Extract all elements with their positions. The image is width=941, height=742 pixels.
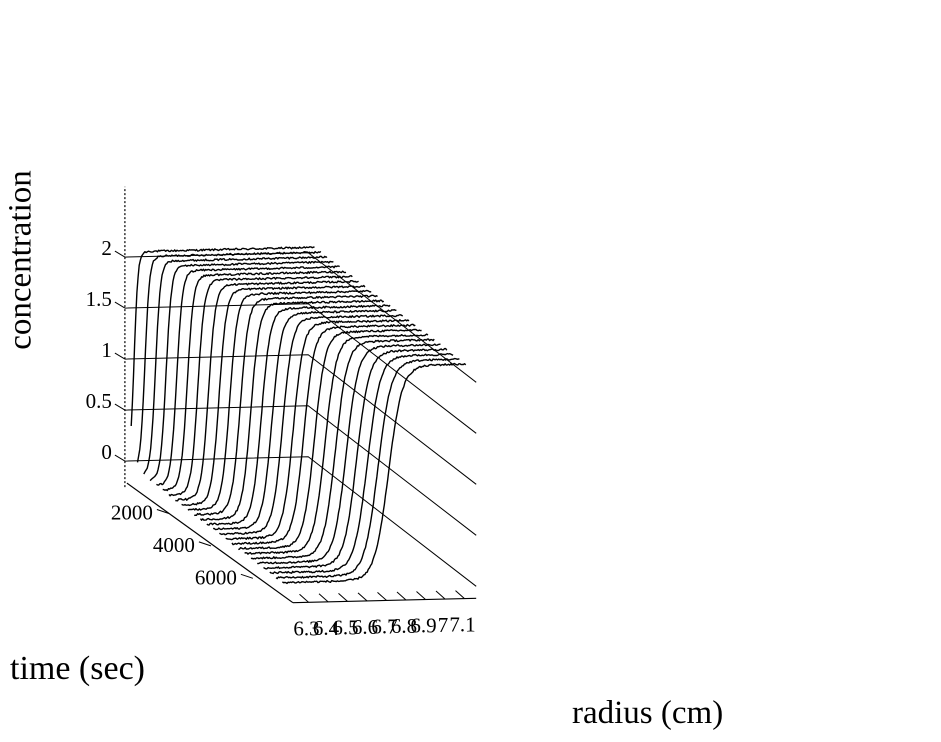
series-line-20 <box>257 343 441 565</box>
y-tick-label: 0.5 <box>86 389 112 413</box>
x-tick-label: 6.5 <box>332 615 358 639</box>
series-line-17 <box>238 328 422 551</box>
y-tick-mark <box>114 250 126 258</box>
x-tick-label: 6.7 <box>371 614 397 638</box>
grid-line-c-1 <box>124 354 477 485</box>
series-line-5 <box>162 270 347 492</box>
time-tick-mark <box>240 573 254 579</box>
time-tick-mark <box>198 541 212 547</box>
series-line-23 <box>275 357 460 580</box>
time-axis-label: time (sec) <box>10 650 145 687</box>
series-line-8 <box>181 284 366 507</box>
series-line-6 <box>168 275 353 497</box>
time-tick-label: 4000 <box>153 533 195 557</box>
x-tick-label: 6.8 <box>391 614 417 638</box>
time-tick-label: 6000 <box>195 565 237 589</box>
radius-axis-line <box>292 597 477 604</box>
x-tick-label: 7 <box>438 613 449 637</box>
series-line-2 <box>143 255 328 475</box>
x-tick-mark <box>416 591 426 600</box>
x-tick-mark <box>338 593 348 602</box>
x-tick-label: 6.4 <box>313 616 340 640</box>
series-line-19 <box>250 338 435 560</box>
time-tick-mark <box>156 509 170 514</box>
y-tick-mark <box>114 301 126 309</box>
y-tick-label: 1 <box>101 338 112 362</box>
series-line-24 <box>281 362 467 585</box>
x-tick-mark <box>357 592 368 602</box>
series-line-7 <box>175 280 359 502</box>
y-tick-label: 0 <box>101 440 112 464</box>
y-tick-label: 1.5 <box>86 287 112 311</box>
series-line-13 <box>213 309 397 531</box>
series-line-16 <box>231 323 416 546</box>
y-axis-label: concentration <box>2 170 39 350</box>
x-tick-mark <box>455 590 465 599</box>
series-line-10 <box>194 294 378 517</box>
axes-layer <box>124 186 477 604</box>
x-tick-mark <box>435 590 446 600</box>
series-line-4 <box>156 265 340 486</box>
series-line-22 <box>269 352 454 575</box>
series-line-14 <box>219 314 404 536</box>
x-tick-label: 6.6 <box>352 615 378 639</box>
series-line-12 <box>206 304 391 526</box>
series-layer <box>130 246 467 585</box>
x-tick-label: 6.3 <box>293 616 319 640</box>
y-tick-mark <box>114 352 126 360</box>
series-line-9 <box>187 289 372 511</box>
series-line-1 <box>136 250 322 463</box>
series-line-11 <box>199 299 385 521</box>
series-line-21 <box>263 347 448 570</box>
x-tick-mark <box>396 591 407 601</box>
grid-line-c-0 <box>124 456 477 587</box>
x-tick-label: 6.9 <box>410 614 436 638</box>
y-tick-label: 2 <box>101 236 112 260</box>
time-tick-label: 2000 <box>111 501 153 525</box>
x-tick-mark <box>318 593 329 603</box>
series-line-15 <box>225 319 410 541</box>
y-tick-mark <box>114 454 126 462</box>
y-tick-mark <box>114 403 126 411</box>
series-line-18 <box>244 333 429 555</box>
series-line-3 <box>149 260 334 482</box>
x-tick-mark <box>377 592 387 601</box>
x-axis-label: radius (cm) <box>572 695 724 731</box>
series-line-0 <box>130 246 315 427</box>
time-axis-line <box>126 482 294 604</box>
x-tick-mark <box>299 593 309 603</box>
x-tick-label: 7.1 <box>449 613 475 637</box>
